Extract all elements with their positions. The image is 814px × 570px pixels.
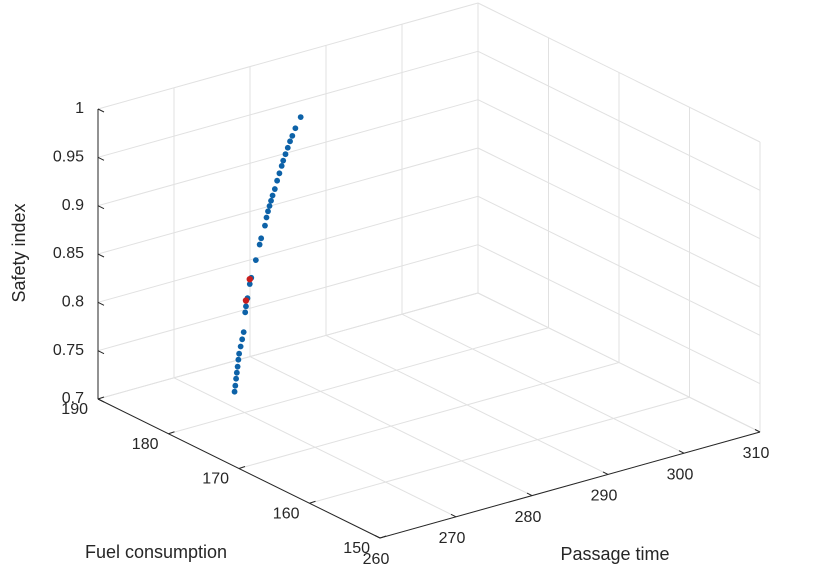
x-tick-mark [754, 429, 761, 433]
z-tick-label: 0.95 [53, 149, 84, 166]
y-tick-mark [97, 396, 105, 400]
z-axis-label: Safety index [9, 203, 29, 302]
y-tick-mark [309, 500, 316, 504]
data-point [232, 382, 239, 389]
z-tick-label: 0.85 [53, 245, 84, 262]
x-tick-label: 260 [363, 551, 390, 568]
data-point [269, 192, 276, 199]
data-point [258, 235, 265, 242]
z-tick-label: 0.9 [62, 197, 84, 214]
data-point [282, 151, 289, 158]
y-tick-label: 150 [343, 540, 370, 557]
axes [97, 108, 761, 539]
data-point [242, 309, 249, 316]
y-tick-label: 160 [273, 505, 300, 522]
data-point [233, 375, 239, 382]
data-point [246, 281, 253, 287]
x-tick-label: 270 [439, 530, 466, 547]
data-point [236, 350, 243, 357]
side-wall-grid-line [477, 99, 761, 240]
data-point [268, 197, 274, 204]
x-tick-label: 280 [515, 509, 542, 526]
data-point [289, 132, 296, 139]
data-point [287, 138, 293, 145]
data-point [284, 144, 291, 151]
z-tick-label: 0.8 [62, 294, 84, 311]
z-tick-label: 0.75 [53, 342, 84, 359]
data-point [239, 336, 246, 343]
y-axis-label: Fuel consumption [85, 542, 227, 562]
side-wall-grid-line [477, 292, 761, 433]
back-wall-grid-line [97, 244, 479, 352]
data-point [274, 177, 281, 184]
x-tick-label: 310 [743, 445, 770, 462]
data-point [234, 363, 241, 370]
data-point [278, 162, 285, 169]
x-tick-label: 300 [667, 466, 694, 483]
data-points [231, 114, 304, 395]
z-tick-mark [97, 301, 105, 306]
z-tick-mark [97, 108, 105, 113]
z-tick-mark [97, 156, 105, 161]
data-point [292, 125, 299, 132]
x-axis-line [379, 431, 761, 539]
z-tick-label: 0.7 [62, 390, 84, 407]
y-tick-mark [379, 535, 387, 539]
back-wall-grid-line [97, 292, 479, 400]
data-point [240, 329, 247, 336]
z-tick-mark [97, 398, 105, 403]
data-point [243, 303, 249, 310]
side-wall-grid-line [477, 244, 761, 385]
z-tick-mark [97, 205, 105, 210]
y-tick-label: 170 [202, 471, 229, 488]
data-point [271, 186, 278, 192]
y-tick-mark [238, 466, 246, 469]
back-wall-grid-line [97, 50, 479, 158]
x-tick-mark [374, 535, 381, 539]
highlight-point [246, 275, 253, 283]
highlight-point [242, 297, 250, 304]
x-axis-label: Passage time [560, 544, 669, 564]
back-wall-grid-line [97, 147, 479, 255]
data-point [256, 241, 263, 248]
y-tick-label: 180 [132, 436, 159, 453]
y-tick-mark [168, 431, 175, 435]
back-wall-grid-line [97, 99, 479, 207]
side-wall-grid-line [477, 50, 761, 191]
side-wall-grid-line [477, 195, 761, 336]
data-point [262, 222, 268, 229]
data-point [266, 203, 273, 209]
y-tick-label: 190 [61, 401, 88, 418]
data-point [235, 356, 242, 363]
side-wall-grid-line [477, 2, 761, 143]
data-point [263, 214, 270, 221]
z-tick-label: 1 [75, 100, 84, 117]
z-tick-mark [97, 350, 105, 355]
data-point [297, 114, 304, 120]
x-tick-label: 290 [591, 488, 618, 505]
data-point [280, 157, 287, 164]
floor-grid-line [168, 327, 549, 435]
data-point [276, 170, 283, 177]
x-tick-mark [526, 492, 533, 497]
x-tick-mark [450, 513, 457, 518]
floor-grid-line [238, 362, 620, 469]
z-tick-mark [97, 253, 105, 258]
x-tick-mark [602, 471, 609, 475]
floor-grid-line [309, 396, 690, 504]
data-point [231, 388, 238, 395]
x-tick-mark [678, 450, 685, 454]
side-wall-grid-line [477, 147, 761, 288]
back-wall-grid-line [97, 195, 479, 303]
back-wall-grid-line [97, 2, 479, 110]
data-point [237, 343, 244, 350]
data-point [233, 369, 240, 376]
data-point [265, 208, 271, 215]
data-point [252, 257, 259, 263]
grid-lines [97, 2, 761, 539]
